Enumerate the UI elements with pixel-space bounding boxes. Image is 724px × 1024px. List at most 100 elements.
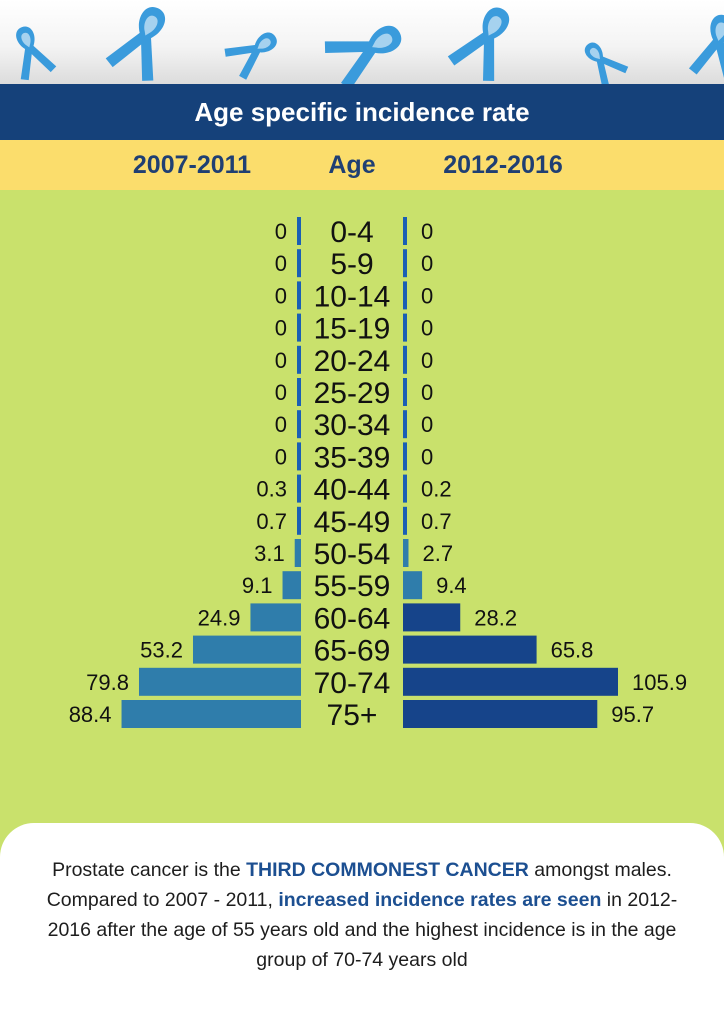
bar-2007-2011-40-44: [297, 474, 301, 503]
value-2007-2011-60-64: 24.9: [198, 605, 241, 630]
summary-card: [0, 823, 724, 1024]
value-2012-2016-45-49: 0.7: [421, 509, 452, 534]
age-label-20-24: 20-24: [314, 345, 391, 378]
bar-2012-2016-20-24: [403, 345, 407, 374]
bar-2012-2016-55-59: [403, 571, 423, 600]
value-2012-2016-75+: 95.7: [611, 702, 654, 727]
bar-2012-2016-5-9: [403, 249, 407, 278]
bar-2007-2011-45-49: [297, 506, 301, 535]
bar-2012-2016-10-14: [403, 281, 407, 310]
value-2012-2016-55-59: 9.4: [436, 573, 467, 598]
chart-title: Age specific incidence rate: [194, 96, 530, 127]
value-2012-2016-70-74: 105.9: [632, 670, 687, 695]
bar-2007-2011-60-64: [250, 603, 301, 632]
age-label-50-54: 50-54: [314, 538, 391, 571]
age-label-30-34: 30-34: [314, 409, 391, 442]
value-2012-2016-10-14: 0: [421, 283, 433, 308]
bar-2007-2011-50-54: [294, 539, 301, 567]
bar-2012-2016-25-29: [403, 378, 407, 406]
awareness-ribbon-icon: [324, 25, 402, 84]
bar-2007-2011-75+: [121, 700, 301, 728]
value-2007-2011-35-39: 0: [275, 444, 287, 469]
value-2007-2011-70-74: 79.8: [86, 670, 129, 695]
bar-2007-2011-20-24: [297, 345, 301, 374]
age-label-25-29: 25-29: [314, 377, 391, 410]
awareness-ribbon-icon-highlight: [21, 32, 31, 48]
bar-2007-2011-35-39: [297, 442, 301, 471]
age-label-10-14: 10-14: [314, 280, 391, 313]
awareness-ribbon-icon-shape: [16, 26, 57, 81]
summary-text: Prostate cancer is the THIRD COMMONEST C…: [44, 855, 680, 975]
value-2007-2011-25-29: 0: [275, 380, 287, 405]
age-label-45-49: 45-49: [314, 506, 391, 539]
awareness-ribbon-icon-shape: [447, 7, 510, 82]
summary-highlight-1: THIRD COMMONEST CANCER: [246, 859, 529, 881]
column-header-band: [0, 140, 724, 190]
value-2007-2011-20-24: 0: [275, 348, 287, 373]
value-2007-2011-0-4: 0: [275, 219, 287, 244]
awareness-ribbon-icon-shape: [688, 14, 724, 81]
header-age: Age: [328, 151, 376, 179]
bar-2012-2016-75+: [403, 700, 598, 728]
bar-2007-2011-10-14: [297, 281, 301, 310]
bar-2012-2016-50-54: [403, 539, 409, 567]
bar-2012-2016-65-69: [403, 635, 537, 664]
bar-2007-2011-15-19: [297, 313, 301, 342]
age-label-35-39: 35-39: [314, 441, 391, 474]
awareness-ribbon-icon-shape: [105, 7, 166, 81]
bar-2007-2011-55-59: [282, 571, 301, 600]
value-2007-2011-30-34: 0: [275, 412, 287, 437]
awareness-ribbon-icon: [16, 26, 57, 81]
age-label-0-4: 0-4: [330, 216, 373, 249]
value-2007-2011-5-9: 0: [275, 251, 287, 276]
age-label-70-74: 70-74: [314, 667, 391, 700]
value-2012-2016-40-44: 0.2: [421, 477, 452, 502]
value-2007-2011-55-59: 9.1: [242, 573, 273, 598]
bar-2012-2016-15-19: [403, 313, 407, 342]
awareness-ribbon-icon: [688, 14, 724, 81]
awareness-ribbon-icon-highlight: [372, 33, 393, 48]
age-label-40-44: 40-44: [314, 474, 391, 507]
value-2012-2016-30-34: 0: [421, 412, 433, 437]
ribbon-decoration-strip: [0, 0, 724, 84]
value-2012-2016-25-29: 0: [421, 380, 433, 405]
bar-2012-2016-35-39: [403, 442, 407, 471]
bar-2012-2016-40-44: [403, 474, 407, 503]
summary-part-1: Prostate cancer is the: [52, 859, 247, 881]
value-2007-2011-50-54: 3.1: [254, 541, 285, 566]
title-banner: Age specific incidence rate: [0, 84, 724, 140]
bar-2012-2016-45-49: [403, 506, 407, 535]
age-label-5-9: 5-9: [330, 248, 373, 281]
age-label-60-64: 60-64: [314, 602, 391, 635]
bar-2012-2016-70-74: [403, 667, 618, 696]
age-label-65-69: 65-69: [314, 635, 391, 668]
awareness-ribbon-icon-highlight: [589, 47, 600, 60]
value-2012-2016-60-64: 28.2: [474, 605, 517, 630]
value-2012-2016-5-9: 0: [421, 251, 433, 276]
bar-2012-2016-30-34: [403, 410, 407, 439]
value-2007-2011-10-14: 0: [275, 283, 287, 308]
value-2012-2016-65-69: 65.8: [551, 638, 594, 663]
header-left-period: 2007-2011: [132, 151, 252, 179]
value-2007-2011-65-69: 53.2: [140, 638, 183, 663]
awareness-ribbon-icon: [105, 7, 166, 81]
butterfly-bar-chart: 0-4 0 0 5-9 0 0 10-14 0 0 15-19 0 0 20-24 0 0 25-29 0 0 30…: [69, 216, 687, 732]
value-2012-2016-15-19: 0: [421, 316, 433, 341]
value-2007-2011-15-19: 0: [275, 316, 287, 341]
awareness-ribbon-icon: [224, 32, 277, 80]
value-2007-2011-45-49: 0.7: [256, 509, 287, 534]
summary-part-2: amongst males. Compared to 2007 - 2011,: [46, 859, 672, 911]
awareness-ribbon-icon-shape: [224, 32, 277, 80]
value-2007-2011-40-44: 0.3: [256, 477, 287, 502]
summary-highlight-2: increased incidence rates are seen: [278, 889, 602, 911]
awareness-ribbon-icon-highlight: [257, 38, 271, 49]
age-label-75+: 75+: [327, 699, 378, 732]
age-label-15-19: 15-19: [314, 313, 391, 346]
value-2012-2016-0-4: 0: [421, 219, 433, 244]
bar-2007-2011-30-34: [297, 410, 301, 439]
awareness-ribbon-icon-highlight: [144, 15, 158, 36]
awareness-ribbon-icon: [584, 42, 629, 84]
awareness-ribbon-icon-highlight: [487, 16, 502, 36]
bar-2012-2016-0-4: [403, 217, 407, 245]
age-label-55-59: 55-59: [314, 570, 391, 603]
